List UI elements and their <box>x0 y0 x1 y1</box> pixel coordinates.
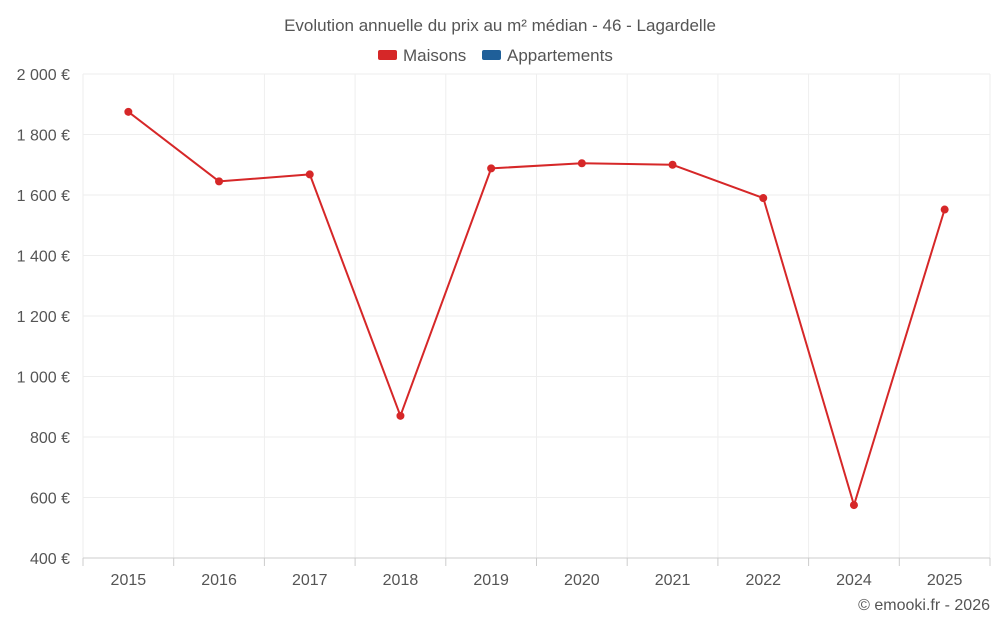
y-tick-label: 1 600 € <box>17 188 70 205</box>
chart-title: Evolution annuelle du prix au m² médian … <box>284 16 716 35</box>
y-tick-label: 1 200 € <box>17 309 70 326</box>
x-tick-label: 2019 <box>473 572 509 589</box>
legend-label-appartements: Appartements <box>507 46 613 65</box>
y-tick-label: 400 € <box>30 551 70 568</box>
x-tick-label: 2016 <box>201 572 237 589</box>
y-axis-ticks: 400 € 600 € 800 € 1 000 € 1 200 € 1 400 € 1 60… <box>17 67 70 568</box>
y-tick-label: 800 € <box>30 430 70 447</box>
y-tick-label: 1 800 € <box>17 128 70 145</box>
data-point[interactable] <box>396 411 405 420</box>
y-tick-label: 1 400 € <box>17 249 70 266</box>
credit-text: © emooki.fr - 2026 <box>858 597 990 614</box>
data-point[interactable] <box>215 177 224 186</box>
y-tick-label: 2 000 € <box>17 67 70 84</box>
legend-swatch-maisons <box>378 50 397 60</box>
x-tick-label: 2025 <box>927 572 963 589</box>
data-point[interactable] <box>940 205 949 214</box>
data-point[interactable] <box>305 170 314 179</box>
data-point[interactable] <box>849 501 858 510</box>
series-line-maisons <box>127 111 946 507</box>
x-tick-label: 2024 <box>836 572 872 589</box>
legend-label-maisons: Maisons <box>403 46 466 65</box>
y-tick-label: 1 000 € <box>17 370 70 387</box>
data-point[interactable] <box>124 107 133 116</box>
x-tick-label: 2022 <box>745 572 781 589</box>
x-tick-label: 2018 <box>383 572 419 589</box>
data-point[interactable] <box>759 194 768 203</box>
x-gridlines <box>82 74 991 566</box>
y-tick-label: 600 € <box>30 491 70 508</box>
x-tick-label: 2020 <box>564 572 600 589</box>
data-point[interactable] <box>577 159 586 168</box>
data-point[interactable] <box>668 160 677 169</box>
x-axis-ticks: 2015 2016 2017 2018 2019 2020 2021 2022 2024 2025 <box>111 572 963 589</box>
legend-item-appartements[interactable]: Appartements <box>482 46 613 65</box>
legend: Maisons Appartements <box>378 46 613 65</box>
legend-item-maisons[interactable]: Maisons <box>378 46 466 65</box>
legend-swatch-appartements <box>482 50 501 60</box>
series-maisons <box>124 107 949 510</box>
x-tick-label: 2015 <box>111 572 147 589</box>
x-tick-label: 2021 <box>655 572 691 589</box>
x-tick-label: 2017 <box>292 572 328 589</box>
data-point[interactable] <box>487 164 496 173</box>
